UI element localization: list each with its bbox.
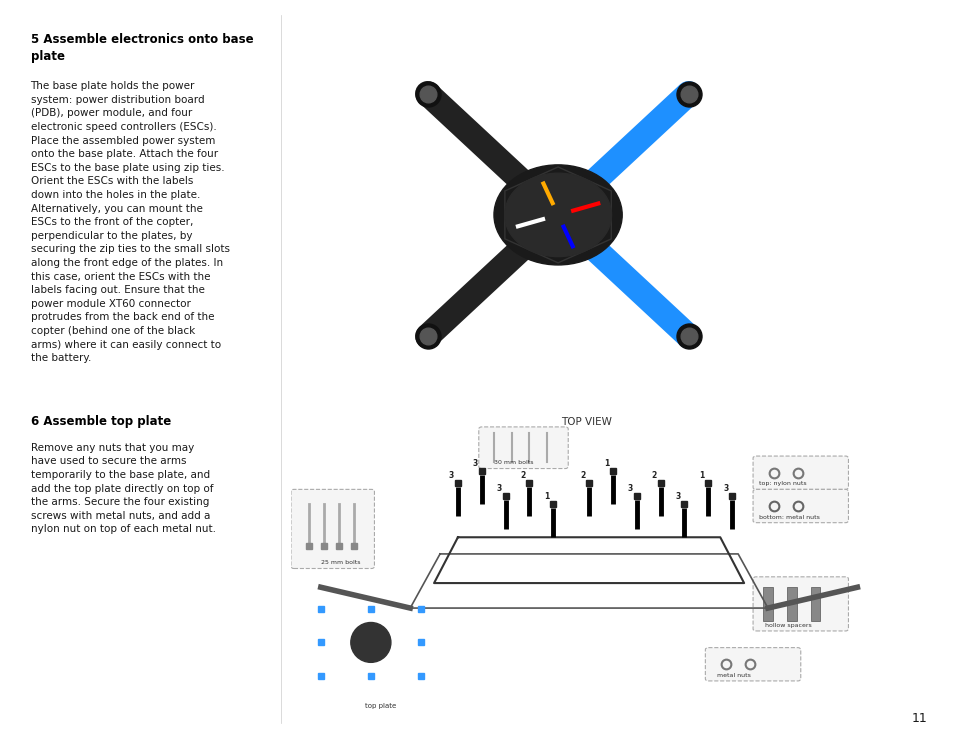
- Text: 1: 1: [603, 458, 609, 468]
- FancyBboxPatch shape: [478, 427, 568, 469]
- Text: 1: 1: [699, 471, 704, 480]
- Text: 2: 2: [520, 471, 525, 480]
- Circle shape: [494, 165, 621, 265]
- Text: bottom: metal nuts: bottom: metal nuts: [759, 514, 819, 520]
- Text: 3: 3: [449, 471, 454, 480]
- FancyBboxPatch shape: [291, 489, 374, 568]
- Text: 2: 2: [651, 471, 657, 480]
- FancyBboxPatch shape: [704, 648, 800, 681]
- Text: 1: 1: [544, 492, 549, 501]
- Text: 6 Assemble top plate: 6 Assemble top plate: [30, 415, 171, 428]
- Text: 25 mm bolts: 25 mm bolts: [320, 560, 360, 565]
- Text: 3: 3: [627, 483, 633, 493]
- Text: TOP VIEW: TOP VIEW: [560, 417, 612, 427]
- Text: 5 Assemble electronics onto base
plate: 5 Assemble electronics onto base plate: [30, 33, 253, 63]
- Text: 3: 3: [497, 483, 501, 493]
- Text: hollow spacers: hollow spacers: [764, 623, 811, 628]
- Text: The base plate holds the power
system: power distribution board
(PDB), power mod: The base plate holds the power system: p…: [30, 81, 230, 363]
- Bar: [762, 587, 772, 621]
- Text: 3: 3: [473, 458, 477, 468]
- Text: Remove any nuts that you may
have used to secure the arms
temporarily to the bas: Remove any nuts that you may have used t…: [30, 443, 215, 534]
- Circle shape: [504, 173, 611, 257]
- Text: 3: 3: [722, 483, 728, 493]
- Text: top: nylon nuts: top: nylon nuts: [759, 481, 806, 486]
- Text: 11: 11: [910, 711, 926, 725]
- Circle shape: [351, 623, 391, 663]
- FancyBboxPatch shape: [752, 456, 847, 489]
- Text: metal nuts: metal nuts: [717, 673, 750, 677]
- Text: 2: 2: [579, 471, 585, 480]
- Text: 3: 3: [675, 492, 680, 501]
- FancyBboxPatch shape: [752, 489, 847, 523]
- FancyBboxPatch shape: [752, 577, 847, 631]
- Text: 30 mm bolts: 30 mm bolts: [493, 461, 533, 466]
- Bar: [810, 587, 820, 621]
- Bar: [786, 587, 796, 621]
- Text: top plate: top plate: [364, 703, 395, 709]
